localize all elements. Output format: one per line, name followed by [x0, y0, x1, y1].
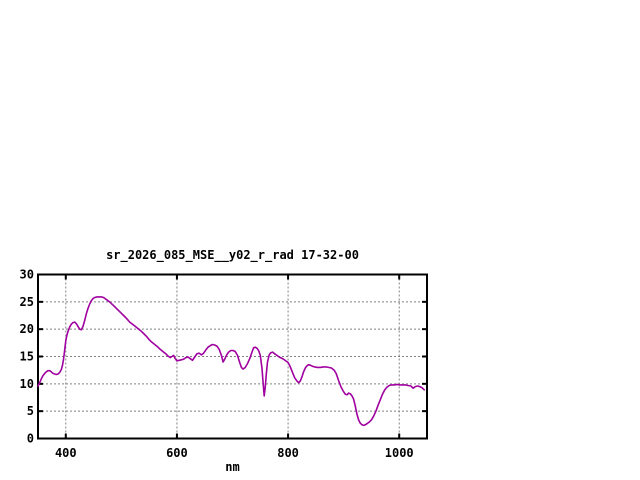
x-tick-label: 800: [277, 446, 299, 460]
y-tick-label: 25: [20, 295, 34, 309]
y-tick-label: 20: [20, 322, 34, 336]
y-tick-label: 15: [20, 350, 34, 364]
y-tick-label: 5: [27, 404, 34, 418]
chart-title: sr_2026_085_MSE__y02_r_rad 17-32-00: [106, 248, 359, 262]
x-tick-label: 400: [55, 446, 77, 460]
x-tick-label: 1000: [385, 446, 414, 460]
series-line: [37, 296, 426, 427]
plot-border: [37, 273, 428, 440]
y-tick-label: 30: [20, 268, 34, 282]
y-tick-label: 0: [27, 432, 34, 446]
y-tick-label: 10: [20, 377, 34, 391]
x-tick-label: 600: [166, 446, 188, 460]
x-axis-label: nm: [225, 460, 240, 474]
